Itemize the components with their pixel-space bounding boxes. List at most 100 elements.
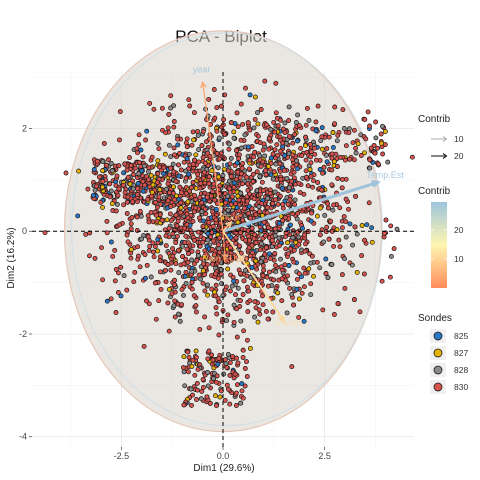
individual-point	[90, 192, 96, 198]
individual-point	[240, 217, 246, 223]
individual-point	[153, 200, 159, 205]
individual-point	[291, 302, 297, 308]
individual-point	[381, 231, 387, 236]
individual-point	[306, 266, 312, 272]
individual-point	[258, 107, 264, 112]
individual-point	[296, 296, 302, 302]
individual-point	[182, 383, 188, 389]
svg-text:825: 825	[454, 331, 468, 341]
individual-point	[254, 169, 260, 175]
individual-point	[337, 244, 343, 250]
individual-point	[188, 386, 194, 392]
individual-point	[176, 247, 181, 253]
individual-point	[280, 140, 286, 146]
individual-point	[277, 161, 283, 167]
individual-point	[335, 301, 341, 307]
individual-point	[238, 171, 244, 177]
individual-point	[209, 168, 215, 174]
individual-point	[190, 218, 196, 224]
individual-point	[287, 285, 293, 291]
individual-point	[263, 245, 269, 251]
individual-point	[256, 204, 262, 210]
individual-point	[277, 193, 283, 199]
individual-point	[226, 186, 232, 192]
individual-point	[186, 151, 192, 157]
x-tick-label: 2.5	[318, 451, 331, 461]
individual-point	[103, 162, 109, 168]
individual-point	[275, 201, 281, 207]
individual-point	[98, 199, 104, 205]
individual-point	[290, 140, 296, 146]
individual-point	[302, 270, 308, 276]
individual-point	[292, 197, 298, 203]
individual-point	[284, 175, 290, 181]
individual-point	[178, 205, 184, 211]
svg-text:830: 830	[454, 382, 468, 392]
individual-point	[179, 287, 185, 292]
individual-point	[319, 187, 325, 193]
legend-contrib-arrows-title: Contrib	[418, 114, 451, 125]
individual-points	[42, 78, 415, 409]
individual-point	[242, 383, 248, 389]
individual-point	[323, 271, 329, 276]
individual-point	[201, 169, 207, 175]
individual-point	[217, 249, 223, 255]
individual-point	[308, 160, 314, 166]
individual-point	[135, 256, 141, 262]
individual-point	[158, 201, 164, 207]
individual-point	[234, 160, 240, 166]
individual-point	[193, 309, 199, 315]
individual-point	[260, 263, 266, 269]
individual-point	[343, 196, 349, 202]
individual-point	[100, 277, 106, 283]
individual-point	[118, 293, 124, 299]
individual-point	[324, 224, 330, 230]
individual-point	[294, 158, 300, 164]
individual-point	[127, 155, 132, 161]
individual-point	[203, 211, 209, 217]
individual-point	[205, 282, 211, 288]
individual-point	[148, 172, 154, 178]
individual-point	[272, 189, 278, 195]
individual-point	[228, 174, 234, 179]
individual-point	[343, 234, 349, 240]
individual-point	[172, 228, 178, 233]
individual-point	[240, 160, 246, 166]
individual-point	[312, 151, 318, 157]
individual-point	[173, 178, 179, 184]
individual-point	[300, 225, 305, 231]
individual-point	[308, 154, 314, 160]
individual-point	[330, 145, 336, 150]
individual-point	[264, 210, 270, 216]
individual-point	[242, 267, 248, 273]
individual-point	[252, 299, 258, 305]
individual-point	[252, 116, 258, 122]
individual-point	[130, 178, 136, 184]
individual-point	[231, 319, 237, 325]
individual-point	[322, 212, 328, 218]
individual-point	[266, 269, 272, 275]
individual-point	[189, 286, 195, 292]
individual-point	[359, 253, 365, 259]
individual-point	[233, 235, 239, 241]
individual-point	[295, 166, 301, 172]
individual-point	[193, 303, 199, 309]
individual-point	[339, 225, 345, 231]
individual-point	[318, 138, 324, 144]
individual-point	[315, 103, 321, 109]
individual-point	[259, 201, 265, 207]
individual-point	[116, 186, 122, 192]
individual-point	[284, 310, 290, 316]
individual-point	[278, 256, 283, 262]
individual-point	[262, 168, 268, 174]
individual-point	[206, 174, 212, 180]
individual-point	[184, 211, 190, 217]
svg-text:10: 10	[454, 134, 464, 144]
individual-point	[308, 173, 314, 179]
individual-point	[183, 168, 189, 174]
individual-point	[251, 236, 257, 242]
individual-point	[182, 273, 188, 279]
individual-point	[159, 105, 165, 111]
individual-point	[163, 267, 168, 273]
individual-point	[113, 208, 119, 214]
